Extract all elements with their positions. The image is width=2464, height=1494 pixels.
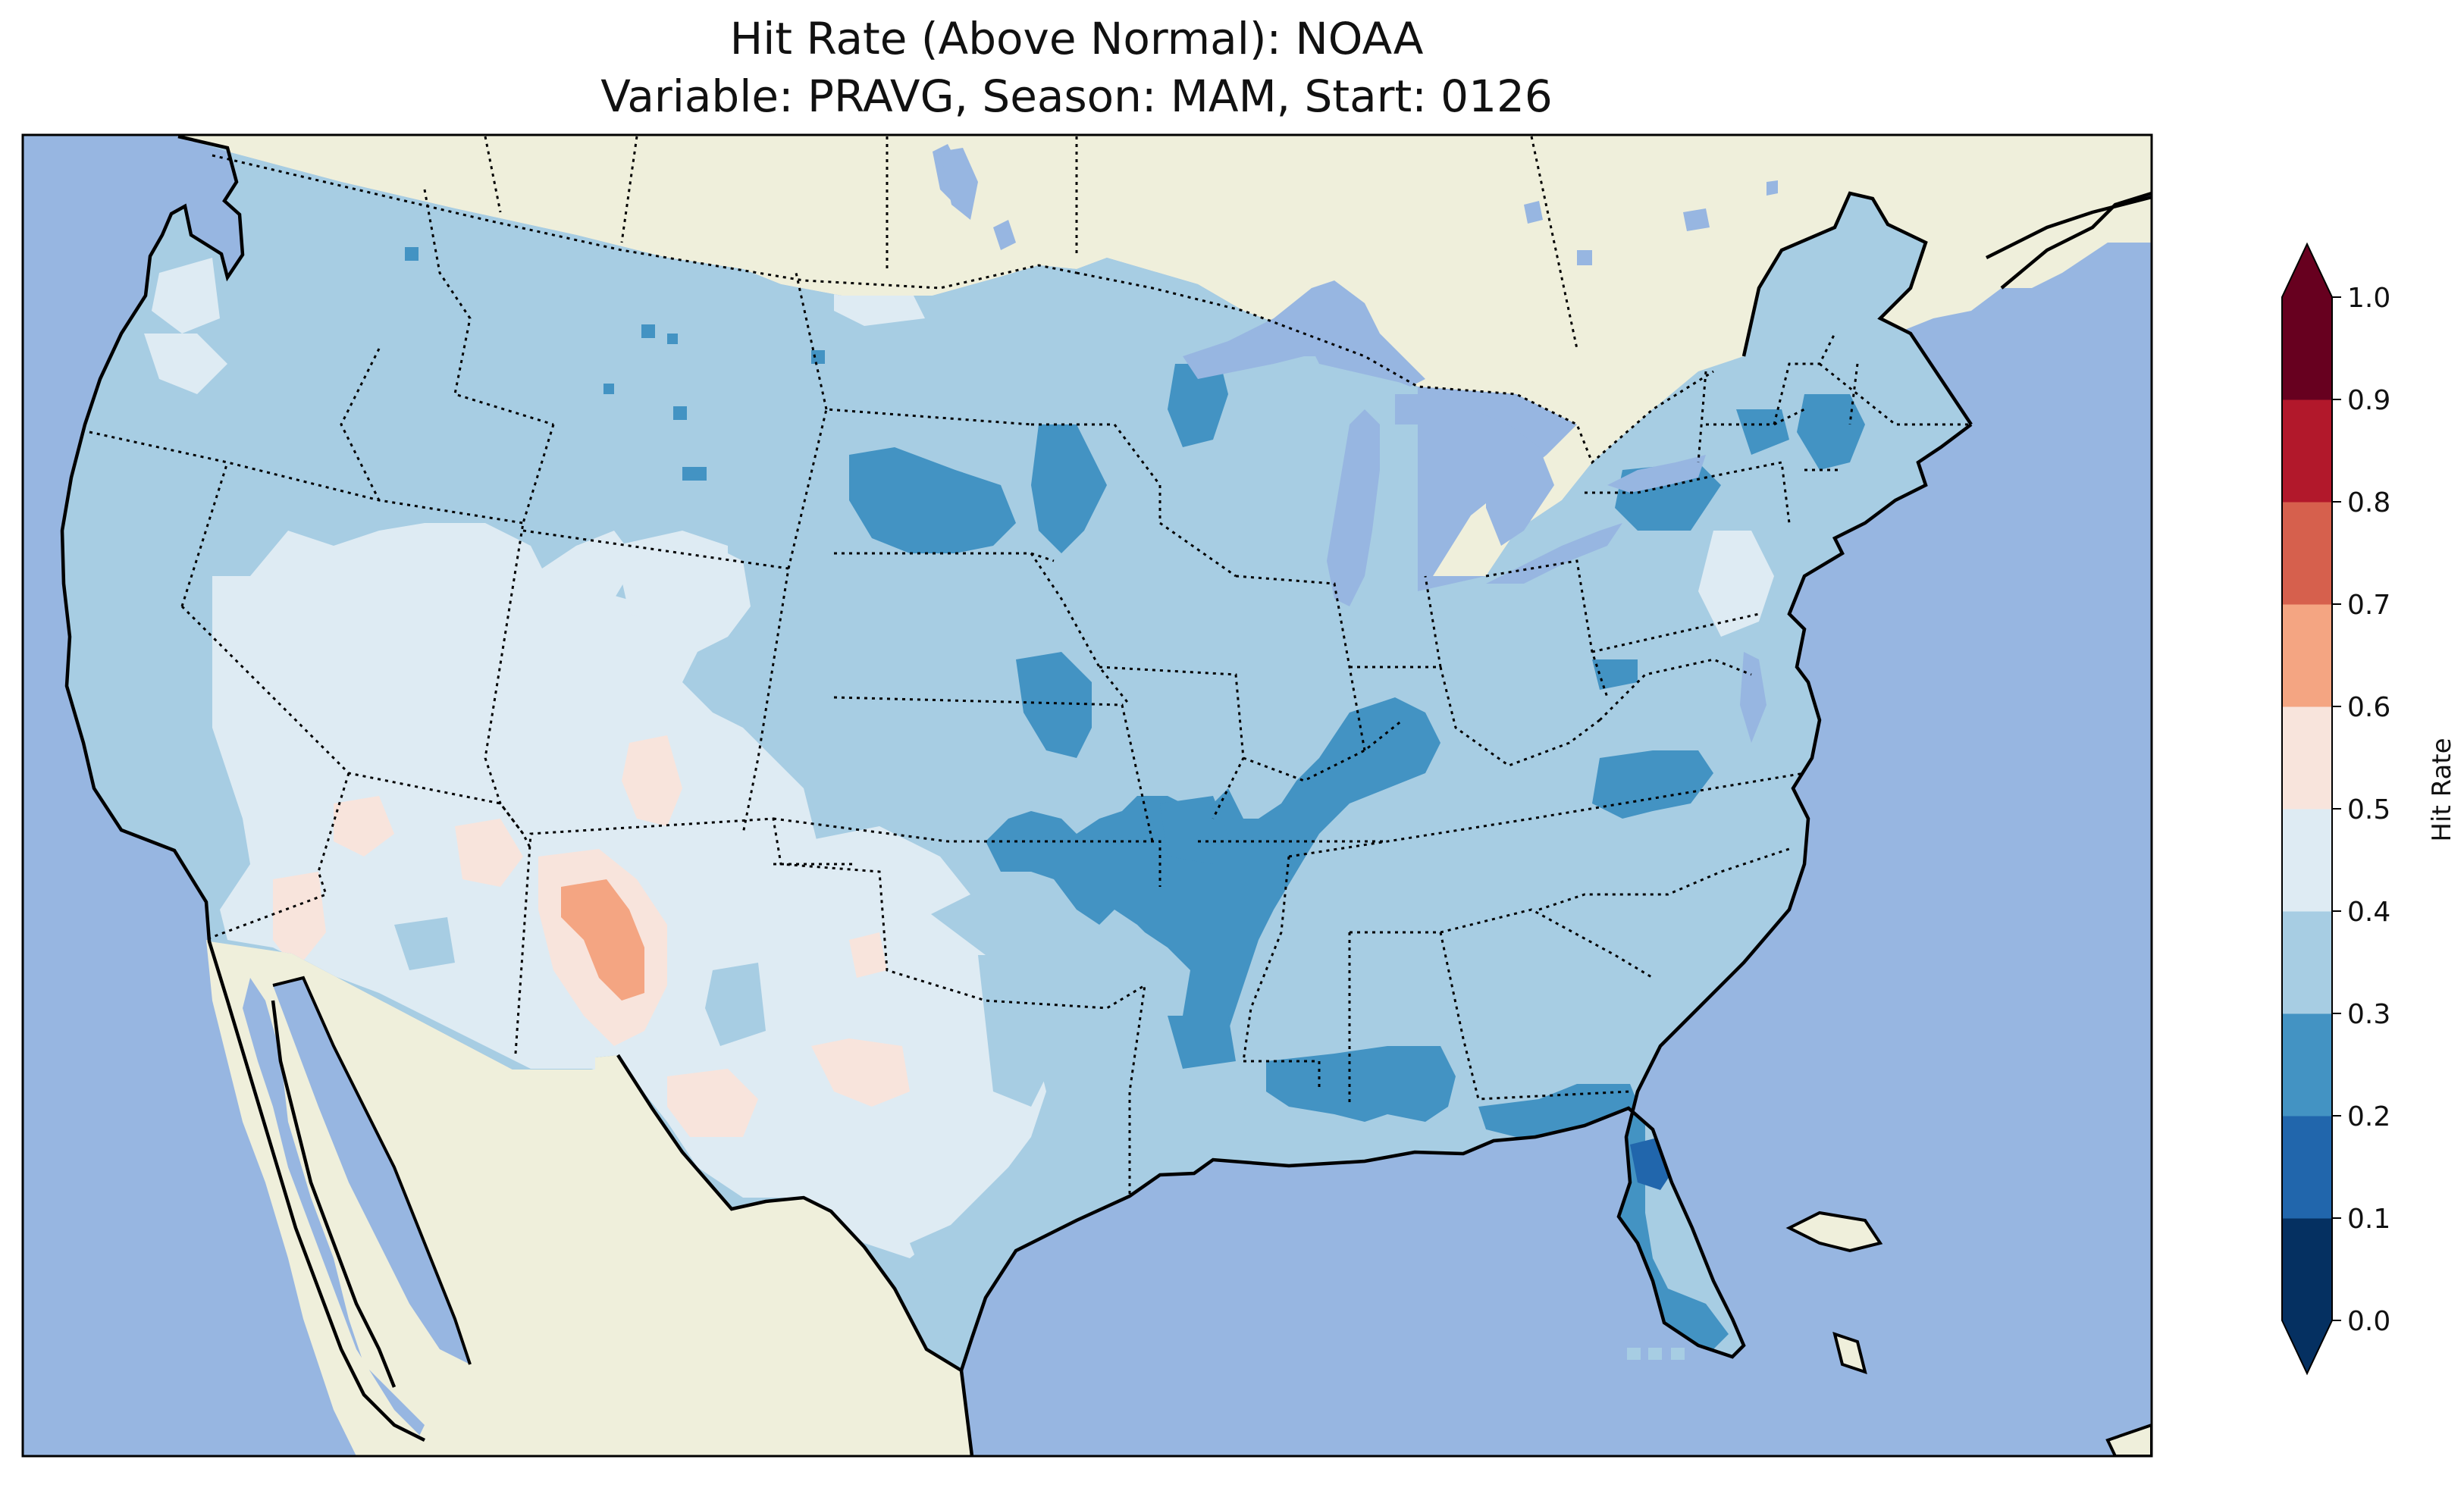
colorbar-tick-label: 1.0 [2347,283,2390,314]
colorbar-tick-label: 0.6 [2347,692,2390,723]
caribbean-island [2105,1423,2152,1456]
scattered-cells [405,247,825,481]
chart-subtitle: Variable: PRAVG, Season: MAM, Start: 012… [600,70,1553,122]
chesapeake-bay [1740,652,1766,743]
colorbar-tick-label: 0.5 [2347,794,2390,825]
lake-michigan [1327,409,1380,606]
colorbar-segment-0.9-1.0 [2282,297,2332,400]
gulf-of-california [273,978,470,1364]
level-0.6-0.7 [561,879,644,1001]
lake-erie [1486,523,1622,584]
colorbar-tick-label: 0.3 [2347,999,2390,1030]
baja-coastline [272,976,472,1365]
colorbar-extend-over [2282,244,2332,297]
colorbar-segment-0.6-0.7 [2282,604,2332,707]
state-borders [89,136,1971,1198]
colorbar-segment-0.0-0.1 [2282,1218,2332,1321]
colorbar-segment-0.8-0.9 [2282,399,2332,503]
colorbar-label: Hit Rate [2427,738,2457,841]
colorbar-tick-label: 0.0 [2347,1306,2390,1337]
coastlines [60,135,2152,1456]
chart-title: Hit Rate (Above Normal): NOAA [729,13,1424,64]
colorbar-segment-0.5-0.6 [2282,706,2332,810]
cuba-island [1785,1211,1883,1253]
colorbar-segment-0.3-0.4 [2282,911,2332,1014]
colorbar-tick-label: 0.9 [2347,385,2390,416]
level-0.2-0.3 [849,364,1865,1349]
lake-huron [1395,394,1554,546]
canada-land [178,135,2152,576]
colorbar-segment-0.1-0.2 [2282,1116,2332,1219]
bahamas-island [1832,1331,1867,1375]
colorbar-tick-label: 0.8 [2347,487,2390,518]
level-0.3-0.4-patches [212,485,1061,1364]
colorbar-segment-0.2-0.3 [2282,1013,2332,1117]
colorbar-segment-0.4-0.5 [2282,809,2332,912]
keys-cells [1627,1348,1685,1360]
canadian-lakes [940,148,1778,265]
lake-ontario [1607,455,1706,493]
colorbar-segment-0.7-0.8 [2282,502,2332,605]
great-lakes [933,144,1706,606]
colorbar-extend-under [2282,1320,2332,1373]
colorbar-tick-label: 0.2 [2347,1101,2390,1132]
mexico-land [206,940,972,1456]
map-frame [21,133,2153,1458]
colorbar-tick-label: 0.1 [2347,1204,2390,1235]
colorbar-tick-label: 0.7 [2347,590,2390,621]
colorbar-tick-label: 0.4 [2347,897,2390,928]
